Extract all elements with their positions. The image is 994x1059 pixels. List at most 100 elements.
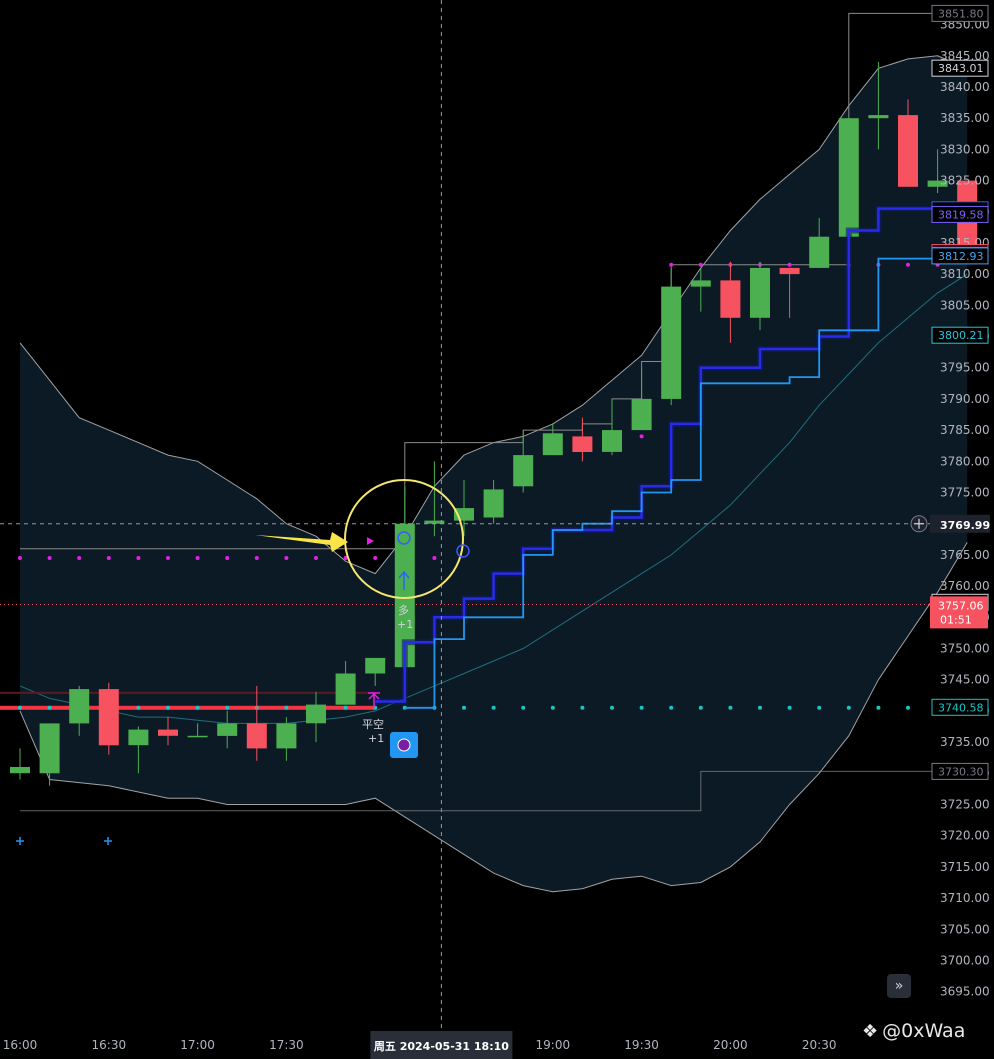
cyan-dot bbox=[580, 705, 585, 710]
candle-body[interactable] bbox=[128, 729, 149, 746]
candle-body[interactable] bbox=[335, 673, 356, 705]
candle-body[interactable] bbox=[572, 436, 593, 452]
candle-body[interactable] bbox=[750, 267, 770, 318]
y-tick-label: 3775.00 bbox=[940, 486, 990, 500]
price-tag-label: 3851.80 bbox=[938, 7, 984, 20]
y-tick-label: 3745.00 bbox=[940, 673, 990, 687]
magenta-dot bbox=[639, 434, 644, 439]
double-chevron-right-icon[interactable]: » bbox=[887, 974, 911, 998]
crosshair-price-label: 3769.99 bbox=[940, 519, 990, 532]
x-tick-label: 16:30 bbox=[92, 1038, 127, 1052]
candle-body[interactable] bbox=[246, 723, 267, 749]
candle-body[interactable] bbox=[927, 180, 948, 187]
candle-body[interactable] bbox=[809, 236, 830, 268]
price-tag bbox=[931, 762, 989, 780]
signal-ring bbox=[456, 544, 470, 558]
x-tick-label: 16:00 bbox=[3, 1038, 38, 1052]
crosshair-date-label: 周五 2024-05-31 18:10 bbox=[374, 1040, 509, 1053]
cyan-dot bbox=[876, 705, 881, 710]
candle-body[interactable] bbox=[602, 430, 622, 452]
cyan-dot bbox=[817, 705, 822, 710]
y-tick-label: 3750.00 bbox=[940, 642, 990, 656]
cyan-dot bbox=[18, 705, 22, 710]
y-tick-label: 3700.00 bbox=[940, 953, 990, 967]
price-tag bbox=[931, 247, 989, 265]
event-pin-dot bbox=[397, 738, 411, 752]
cyan-dot bbox=[698, 705, 703, 710]
watermark: ❖ @0xWaa bbox=[862, 1020, 965, 1042]
crosshair-plus-glyph bbox=[914, 518, 924, 529]
candle-body[interactable] bbox=[276, 723, 297, 749]
signal-marker bbox=[367, 537, 374, 545]
price-tag-label: 3843.01 bbox=[938, 62, 984, 75]
candle-body[interactable] bbox=[69, 689, 90, 724]
cyan-dot bbox=[787, 705, 792, 710]
middle-band-line bbox=[19, 273, 968, 724]
price-tag-label: 3730.30 bbox=[938, 765, 984, 778]
y-tick-label: 3795.00 bbox=[940, 361, 990, 375]
candle-body[interactable] bbox=[631, 398, 652, 431]
cyan-dot bbox=[166, 705, 170, 710]
cyan-dot bbox=[906, 705, 910, 710]
x-tick-label: 19:30 bbox=[624, 1038, 659, 1052]
cyan-dot bbox=[846, 705, 851, 710]
candle-body[interactable] bbox=[838, 118, 859, 237]
candle-body[interactable] bbox=[98, 689, 119, 746]
magenta-dot bbox=[698, 262, 703, 267]
signal-ring bbox=[397, 531, 411, 545]
candle-body[interactable] bbox=[513, 455, 534, 487]
candle-body[interactable] bbox=[542, 433, 563, 456]
x-tick-label: 17:00 bbox=[180, 1038, 215, 1052]
candle-body[interactable] bbox=[187, 735, 208, 738]
magenta-dot bbox=[669, 262, 674, 267]
fast-trend-line bbox=[404, 257, 968, 709]
y-tick-label: 3715.00 bbox=[940, 860, 990, 874]
cyan-dot bbox=[47, 705, 52, 710]
candle-body[interactable] bbox=[868, 115, 889, 119]
add-alert-icon[interactable] bbox=[16, 837, 24, 845]
candle-body[interactable] bbox=[394, 523, 415, 668]
long-signal-label: 多 bbox=[398, 603, 409, 617]
candle-body[interactable] bbox=[690, 280, 711, 287]
magenta-dot bbox=[18, 556, 22, 561]
cyan-dot bbox=[521, 705, 526, 710]
candle-body[interactable] bbox=[10, 767, 30, 774]
cyan-dot bbox=[669, 705, 674, 710]
x-tick-label: 17:30 bbox=[269, 1038, 304, 1052]
y-tick-label: 3835.00 bbox=[940, 111, 990, 125]
candle-body[interactable] bbox=[483, 489, 504, 518]
yellow-arrow-icon bbox=[255, 532, 348, 552]
y-tick-label: 3765.00 bbox=[940, 548, 990, 562]
candle-body[interactable] bbox=[306, 704, 326, 724]
candle-body[interactable] bbox=[720, 280, 741, 318]
cyan-dot bbox=[343, 705, 348, 710]
cyan-dot bbox=[491, 705, 496, 710]
candle-body[interactable] bbox=[779, 267, 800, 275]
cyan-dot bbox=[136, 705, 141, 710]
lower-band-line bbox=[19, 542, 968, 893]
candle-body[interactable] bbox=[39, 723, 60, 774]
candle-body[interactable] bbox=[365, 657, 386, 674]
y-tick-label: 3760.00 bbox=[940, 579, 990, 593]
magenta-dot bbox=[47, 556, 52, 561]
red-level-line bbox=[0, 705, 376, 710]
candle-body[interactable] bbox=[661, 286, 682, 399]
highlight-circle-icon bbox=[344, 479, 464, 599]
add-alert-icon[interactable] bbox=[104, 837, 112, 845]
y-tick-label: 3845.00 bbox=[940, 49, 990, 63]
magenta-dot bbox=[166, 556, 170, 561]
y-tick-label: 3720.00 bbox=[940, 829, 990, 843]
price-tag bbox=[931, 698, 989, 716]
candle-body[interactable] bbox=[424, 520, 445, 524]
x-tick-label: 20:30 bbox=[802, 1038, 837, 1052]
candle-body[interactable] bbox=[158, 729, 178, 736]
candle-body[interactable] bbox=[898, 115, 918, 187]
watermark-handle: @0xWaa bbox=[882, 1020, 966, 1042]
candle-body[interactable] bbox=[217, 723, 238, 736]
y-tick-label: 3840.00 bbox=[940, 80, 990, 94]
price-tag bbox=[931, 326, 989, 344]
x-tick-label: 20:00 bbox=[713, 1038, 748, 1052]
cyan-dot bbox=[610, 705, 614, 710]
y-tick-label: 3830.00 bbox=[940, 142, 990, 156]
